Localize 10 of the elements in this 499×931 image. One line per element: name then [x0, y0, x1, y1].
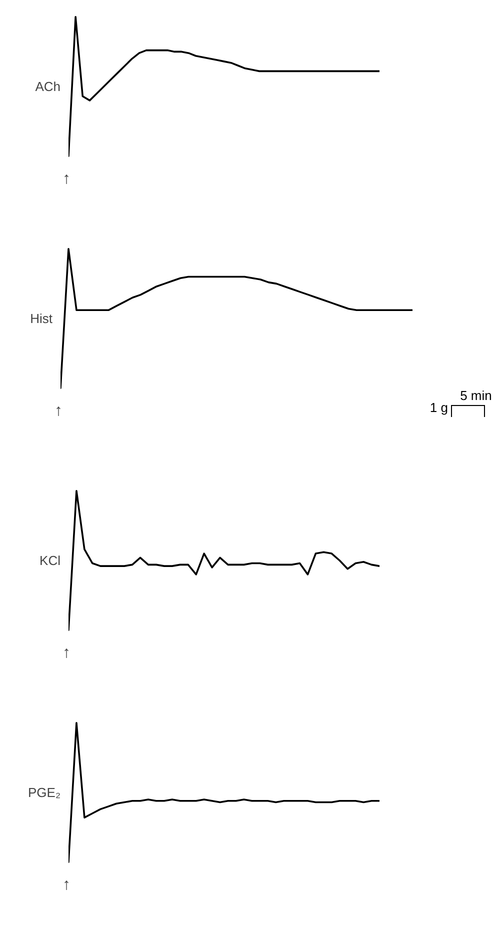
- text: 5 min: [459, 387, 493, 405]
- text: ↑: [62, 644, 70, 662]
- series-label: PGE₂: [28, 785, 60, 800]
- series-label: ACh: [35, 79, 61, 94]
- text: ↑: [62, 170, 70, 188]
- text: 1 g: [428, 399, 448, 417]
- text: ↑: [62, 876, 70, 894]
- series-label: KCl: [40, 553, 61, 568]
- text: ↑: [54, 402, 62, 420]
- series-label: Hist: [30, 311, 53, 326]
